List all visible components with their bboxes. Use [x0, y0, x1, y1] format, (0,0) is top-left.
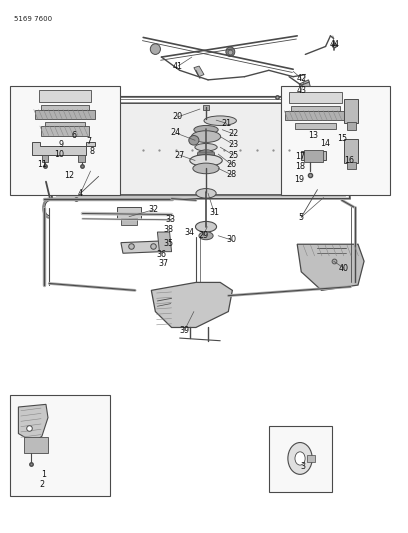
Text: 34: 34: [184, 228, 194, 237]
Ellipse shape: [195, 221, 217, 232]
Bar: [304, 150, 323, 161]
Text: 28: 28: [226, 170, 237, 179]
Ellipse shape: [194, 125, 218, 134]
Text: 9: 9: [58, 140, 64, 149]
Text: 14: 14: [321, 139, 330, 148]
Bar: [347, 161, 355, 169]
Text: 38: 38: [164, 225, 174, 234]
Bar: [24, 437, 48, 453]
Text: 29: 29: [198, 231, 208, 240]
Polygon shape: [194, 66, 204, 77]
Text: 42: 42: [296, 74, 306, 83]
Polygon shape: [157, 232, 172, 252]
Text: 19: 19: [294, 174, 304, 183]
Text: 20: 20: [173, 112, 183, 122]
Bar: [347, 122, 355, 130]
Bar: [41, 126, 89, 135]
Polygon shape: [32, 142, 95, 155]
Bar: [344, 100, 358, 123]
Bar: [289, 92, 342, 103]
Text: 1: 1: [42, 471, 47, 479]
Text: 3: 3: [301, 462, 306, 471]
Text: 13: 13: [308, 131, 318, 140]
Ellipse shape: [288, 442, 312, 474]
Bar: [45, 122, 85, 127]
Text: 22: 22: [228, 130, 239, 139]
Bar: [78, 155, 85, 162]
Bar: [269, 425, 332, 492]
Bar: [42, 155, 49, 162]
Text: 8: 8: [89, 147, 94, 156]
Text: 4: 4: [78, 189, 83, 198]
Ellipse shape: [189, 135, 199, 145]
Ellipse shape: [226, 47, 235, 56]
Text: 21: 21: [222, 119, 232, 128]
Bar: [117, 207, 141, 219]
Polygon shape: [197, 152, 215, 156]
Bar: [121, 217, 137, 225]
Text: 43: 43: [296, 86, 306, 95]
Text: 6: 6: [71, 131, 76, 140]
Text: 24: 24: [171, 128, 181, 138]
Text: 31: 31: [209, 208, 219, 217]
Polygon shape: [297, 244, 364, 290]
Text: 18: 18: [295, 163, 306, 171]
Ellipse shape: [295, 452, 305, 465]
Ellipse shape: [204, 116, 236, 125]
Bar: [281, 86, 390, 195]
Bar: [285, 111, 346, 120]
Text: 25: 25: [228, 151, 239, 160]
Text: 32: 32: [148, 205, 158, 214]
Polygon shape: [301, 151, 326, 160]
Text: 40: 40: [339, 264, 349, 272]
Text: 36: 36: [156, 250, 166, 259]
Bar: [41, 105, 89, 110]
Polygon shape: [54, 103, 340, 195]
Text: 5169 7600: 5169 7600: [13, 16, 52, 22]
Ellipse shape: [190, 155, 222, 166]
Text: 39: 39: [180, 326, 190, 335]
Text: 27: 27: [175, 151, 185, 160]
Text: 26: 26: [226, 160, 237, 169]
Text: 17: 17: [295, 152, 306, 161]
Bar: [10, 86, 120, 195]
Text: 30: 30: [226, 236, 237, 245]
Bar: [10, 395, 110, 496]
Bar: [203, 105, 209, 110]
Ellipse shape: [191, 131, 221, 142]
Bar: [344, 139, 358, 163]
Text: 15: 15: [337, 134, 347, 143]
Text: 10: 10: [54, 150, 64, 159]
Bar: [39, 91, 91, 102]
Text: 35: 35: [163, 239, 173, 248]
Ellipse shape: [196, 189, 216, 198]
Text: 12: 12: [64, 171, 75, 180]
Bar: [307, 455, 315, 462]
Polygon shape: [151, 282, 233, 327]
Text: 23: 23: [228, 140, 239, 149]
Text: 44: 44: [330, 41, 339, 50]
Ellipse shape: [150, 44, 160, 54]
Polygon shape: [18, 405, 48, 442]
Ellipse shape: [193, 163, 219, 174]
Text: 7: 7: [86, 137, 91, 146]
Bar: [291, 106, 340, 111]
Bar: [295, 123, 336, 128]
Polygon shape: [121, 241, 162, 253]
Text: 16: 16: [344, 156, 354, 165]
Text: 2: 2: [39, 480, 44, 489]
Ellipse shape: [199, 232, 213, 240]
Ellipse shape: [198, 150, 214, 158]
Text: 5: 5: [299, 213, 304, 222]
Text: 33: 33: [166, 215, 176, 224]
Text: 41: 41: [173, 62, 183, 70]
Ellipse shape: [195, 143, 217, 151]
Polygon shape: [299, 80, 310, 91]
Bar: [35, 110, 95, 119]
Text: 11: 11: [37, 160, 47, 169]
Text: 37: 37: [158, 260, 169, 268]
